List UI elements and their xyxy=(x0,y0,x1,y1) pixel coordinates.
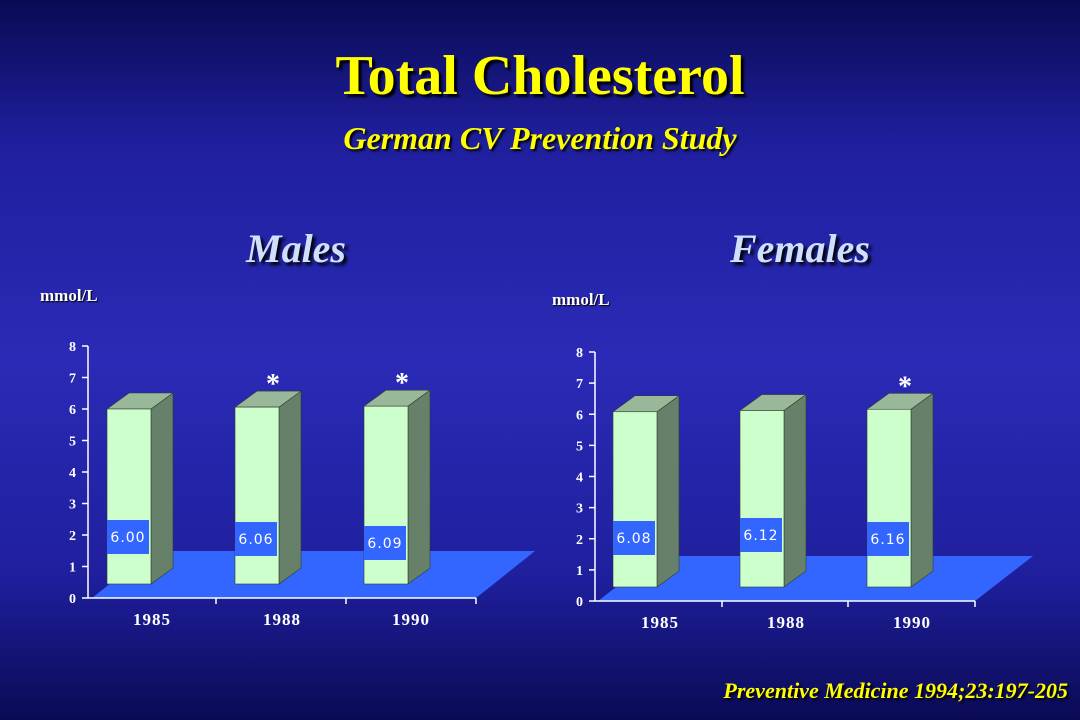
males-bar-side xyxy=(278,390,302,585)
males-panel-title: Males xyxy=(246,226,346,271)
males-y-tick-label: 0 xyxy=(69,592,76,607)
males-category-label: 1988 xyxy=(263,610,301,629)
males-bar xyxy=(106,408,152,585)
males-y-tick-label: 2 xyxy=(69,529,76,544)
males-y-tick-label: 7 xyxy=(69,372,76,387)
males-bar-side xyxy=(150,392,174,585)
males-y-tick-label: 1 xyxy=(69,561,76,576)
slide-title: Total Cholesterol xyxy=(335,45,745,107)
males-bar-side xyxy=(407,389,431,585)
males-y-tick-label: 4 xyxy=(69,466,76,481)
males-unit-label: mmol/L xyxy=(40,286,98,305)
males-value-label: 6.09 xyxy=(367,536,402,552)
males-y-tick-label: 5 xyxy=(69,435,76,450)
source-citation: Preventive Medicine 1994;23:197-205 xyxy=(723,678,1068,703)
males-bar xyxy=(234,406,280,585)
males-category-label: 1985 xyxy=(133,610,171,629)
males-value-label: 6.00 xyxy=(110,530,145,546)
females-unit-label: mmol/L xyxy=(552,290,610,309)
males-y-tick-label: 8 xyxy=(69,340,76,355)
males-value-box xyxy=(364,526,406,560)
males-significance-marker: * xyxy=(395,368,409,399)
males-value-box xyxy=(107,520,149,554)
males-value-box xyxy=(235,522,277,556)
slide-subtitle: German CV Prevention Study xyxy=(343,120,737,156)
males-significance-marker: * xyxy=(266,369,280,400)
males-y-tick-label: 6 xyxy=(69,403,76,418)
males-value-label: 6.06 xyxy=(238,532,273,548)
males-y-tick-label: 3 xyxy=(69,498,76,513)
males-category-label: 1990 xyxy=(392,610,430,629)
females-panel-title: Females xyxy=(730,226,870,271)
